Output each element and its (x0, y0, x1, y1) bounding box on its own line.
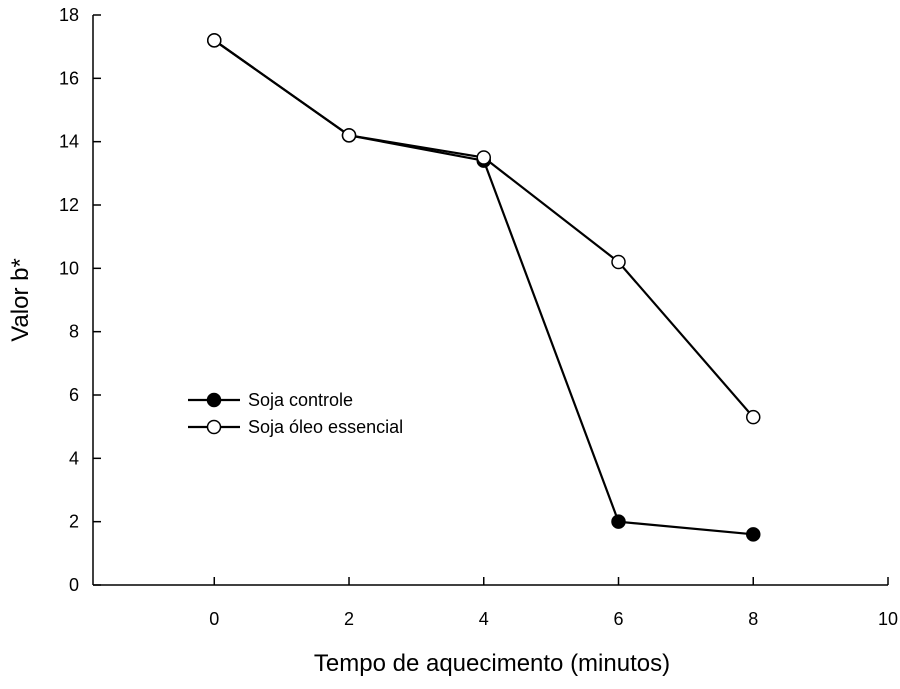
y-tick-label: 2 (69, 512, 79, 532)
data-point (341, 128, 357, 143)
data-point (476, 150, 492, 165)
x-tick-label: 10 (878, 609, 898, 629)
series-2 (207, 33, 761, 425)
x-axis-title: Tempo de aquecimento (minutos) (314, 650, 670, 677)
x-tick-label: 8 (748, 609, 758, 629)
y-tick-label: 18 (59, 5, 79, 25)
series-line (213, 39, 754, 536)
x-tick-label: 0 (209, 609, 219, 629)
series-line (213, 39, 755, 418)
x-tick-label: 6 (614, 609, 624, 629)
legend-marker (206, 419, 222, 435)
y-tick-label: 4 (69, 448, 79, 468)
data-point (207, 33, 222, 48)
y-tick-label: 6 (69, 385, 79, 405)
x-tick-label: 2 (344, 609, 354, 629)
series-1 (207, 33, 761, 542)
y-tick-label: 8 (69, 322, 79, 342)
y-tick-label: 10 (59, 258, 79, 278)
data-point (746, 409, 761, 425)
data-point (746, 527, 761, 542)
y-tick-label: 14 (59, 132, 79, 152)
data-point (611, 514, 626, 529)
y-tick-label: 0 (69, 575, 79, 595)
y-axis-title: Valor b* (7, 258, 34, 342)
axes: 0 2 4 6 8 10 12 14 16 18 0 2 4 6 8 10 (59, 5, 898, 629)
series-layer (207, 33, 761, 542)
legend-item: Soja controle (188, 390, 353, 410)
y-tick-label: 12 (59, 195, 79, 215)
legend-label: Soja controle (248, 390, 353, 410)
legend-label: Soja óleo essencial (248, 417, 403, 437)
y-tick-label: 16 (59, 68, 79, 88)
x-ticks: 0 2 4 6 8 10 (209, 577, 898, 629)
legend-marker (206, 392, 222, 408)
legend: Soja controle Soja óleo essencial (188, 390, 403, 437)
legend-item: Soja óleo essencial (188, 417, 403, 437)
x-tick-label: 4 (479, 609, 489, 629)
y-ticks: 0 2 4 6 8 10 12 14 16 18 (59, 5, 101, 595)
data-point (611, 254, 626, 270)
